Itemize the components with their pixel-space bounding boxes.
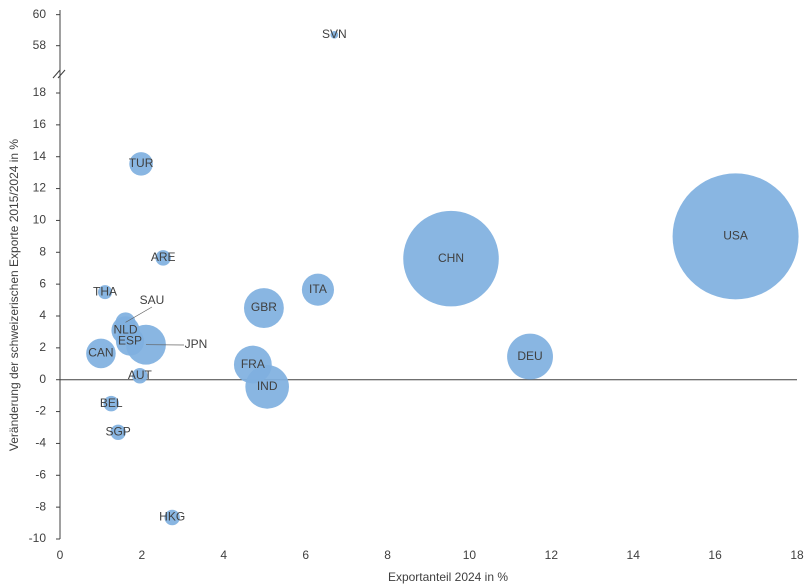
bubble-label: CAN — [88, 346, 113, 360]
y-tick-label: -6 — [35, 467, 46, 481]
x-tick-label: 4 — [220, 548, 227, 562]
bubble-label: ARE — [151, 250, 176, 264]
bubble-label: NLD — [114, 323, 138, 337]
bubble — [155, 250, 171, 266]
bubble-label: CHN — [438, 251, 464, 265]
bubble — [243, 288, 284, 328]
y-tick-label: 2 — [39, 340, 46, 354]
y-tick-label: 60 — [33, 7, 47, 21]
bubble — [301, 273, 335, 306]
bubble-label: HKG — [159, 510, 185, 524]
bubble-label: AUT — [128, 368, 153, 382]
bubble-label: DEU — [517, 349, 542, 363]
y-tick-label: -10 — [29, 531, 47, 545]
x-tick-label: 8 — [384, 548, 391, 562]
y-tick-label: 0 — [39, 372, 46, 386]
axis-break — [57, 69, 66, 79]
y-tick-label: 12 — [33, 181, 47, 195]
bubble — [129, 152, 153, 176]
bubble — [233, 345, 272, 384]
y-tick-label: 18 — [33, 85, 47, 99]
bubble-label: SAU — [140, 293, 165, 307]
x-tick-label: 14 — [627, 548, 641, 562]
bubble — [86, 338, 116, 369]
axis-break — [52, 69, 61, 79]
y-tick-label: 14 — [33, 149, 47, 163]
bubble — [132, 368, 148, 384]
leader-line — [125, 306, 153, 323]
bubble-label: TUR — [129, 156, 154, 170]
bubble-label: BEL — [100, 396, 123, 410]
y-tick-label: 58 — [33, 38, 47, 52]
bubble-label: SVN — [322, 27, 347, 41]
x-tick-label: 16 — [708, 548, 722, 562]
y-tick-label: 8 — [39, 244, 46, 258]
x-tick-label: 2 — [139, 548, 146, 562]
bubble-label: GBR — [251, 300, 277, 314]
bubble — [507, 333, 553, 380]
x-tick-label: 18 — [790, 548, 804, 562]
bubble — [672, 173, 799, 300]
x-axis-label: Exportanteil 2024 in % — [388, 570, 508, 584]
bubble-label: ESP — [118, 334, 142, 348]
x-tick-label: 6 — [302, 548, 309, 562]
y-tick-label: 16 — [33, 117, 47, 131]
x-tick-label: 0 — [57, 548, 64, 562]
y-tick-label: -2 — [35, 404, 46, 418]
bubble — [330, 30, 339, 39]
y-tick-label: 6 — [39, 276, 46, 290]
bubble — [103, 395, 119, 412]
bubble — [403, 210, 499, 307]
bubble-label: FRA — [241, 357, 265, 371]
bubble — [164, 509, 180, 526]
bubble-label: JPN — [185, 337, 208, 351]
bubble-label: SGP — [105, 424, 130, 438]
bubble-label: IND — [257, 379, 278, 393]
bubble — [97, 285, 113, 300]
y-tick-label: 4 — [39, 308, 46, 322]
y-axis-label: Veränderung der schweizerischen Exporte … — [7, 139, 21, 452]
bubble-label: USA — [723, 229, 748, 243]
bubble — [110, 424, 126, 440]
y-tick-label: -4 — [35, 436, 46, 450]
x-tick-label: 10 — [463, 548, 477, 562]
x-tick-label: 12 — [545, 548, 559, 562]
bubble-label: ITA — [309, 282, 327, 296]
y-tick-label: 10 — [33, 213, 47, 227]
y-tick-label: -8 — [35, 499, 46, 513]
bubble-label: THA — [93, 284, 117, 298]
